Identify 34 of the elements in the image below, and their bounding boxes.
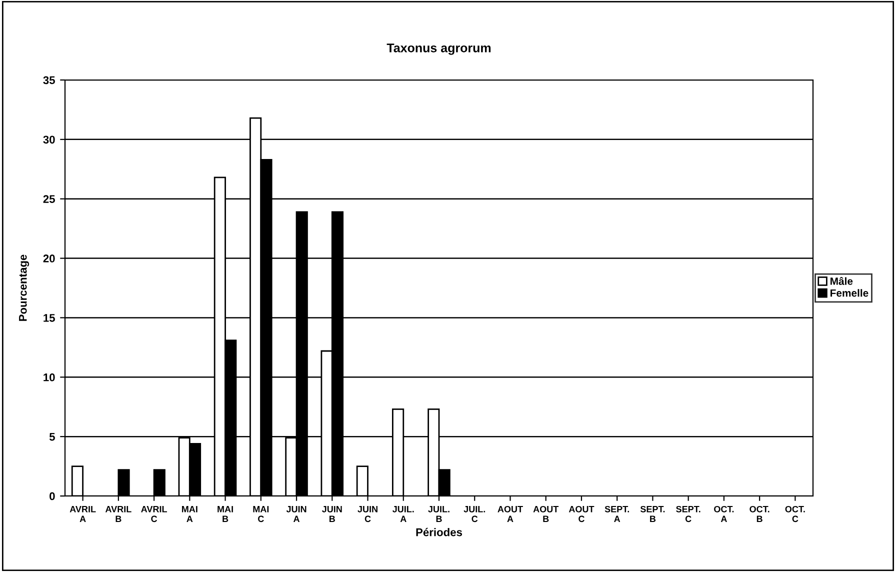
x-tick-label: JUIL. C <box>464 506 486 522</box>
x-tick-label: JUIN B <box>322 506 342 522</box>
y-tick-label: 25 <box>43 195 55 203</box>
x-tick-label: AVRIL C <box>141 506 167 522</box>
x-axis-title: Périodes <box>416 528 462 536</box>
x-tick-label: MAI A <box>182 506 198 522</box>
y-axis-title: Pourcentage <box>19 254 30 321</box>
x-tick-label: OCT. C <box>785 506 805 522</box>
legend-label: Femelle <box>830 289 868 297</box>
x-tick-label: SEPT. B <box>640 506 665 522</box>
x-tick-label: JUIL. A <box>392 506 414 522</box>
y-tick-label: 30 <box>43 136 55 144</box>
y-tick-label: 5 <box>49 432 55 441</box>
x-tick-label: AOUT C <box>568 506 594 522</box>
chart-title: Taxonus agrorum <box>386 44 491 55</box>
x-tick-label: OCT. A <box>714 506 734 522</box>
y-tick-label: 35 <box>43 76 55 84</box>
x-tick-label: MAI B <box>218 506 233 522</box>
x-tick-label: AVRIL A <box>70 506 96 522</box>
y-tick-label: 20 <box>43 254 55 262</box>
x-tick-label: MAI C <box>253 506 269 522</box>
legend-label: Mâle <box>830 277 853 285</box>
x-tick-label: OCT. B <box>750 506 770 522</box>
x-tick-label: JUIL. B <box>428 506 450 522</box>
y-tick-label: 0 <box>50 492 55 500</box>
y-tick-label: 15 <box>44 314 55 322</box>
x-tick-label: JUIN C <box>358 506 378 522</box>
x-tick-label: AOUT B <box>533 506 559 522</box>
x-tick-label: AVRIL B <box>105 506 132 522</box>
x-tick-label: JUIN A <box>286 506 306 522</box>
x-tick-label: SEPT. A <box>604 506 630 522</box>
x-tick-label: AOUT A <box>498 506 523 522</box>
y-tick-label: 10 <box>44 373 55 382</box>
x-tick-label: SEPT. C <box>676 506 700 522</box>
